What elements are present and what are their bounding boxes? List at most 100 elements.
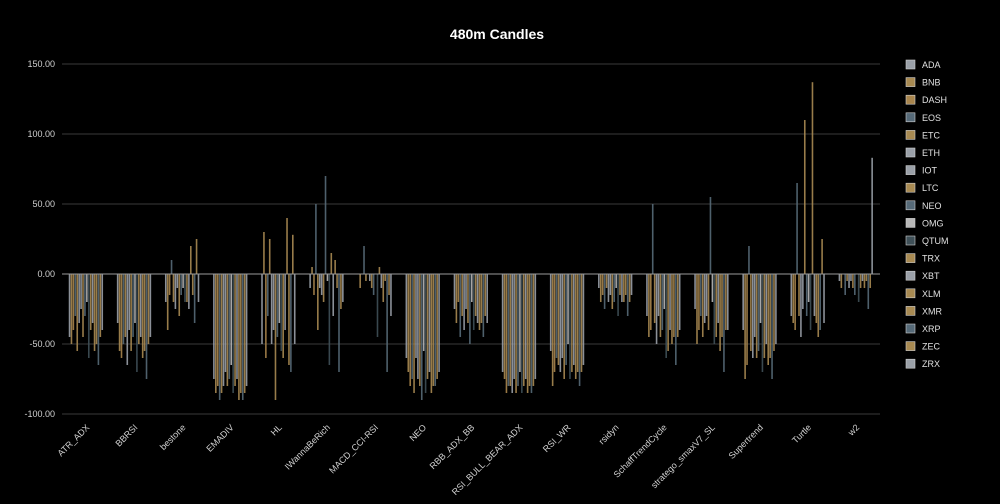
bar-xlm-5	[334, 260, 336, 274]
bar-eth-4	[270, 274, 273, 344]
bar-ltc-0	[82, 274, 84, 337]
legend-item-xmr[interactable]: XMR	[905, 306, 943, 316]
legend-swatch	[905, 323, 916, 334]
bar-trx-7	[426, 274, 429, 379]
bar-xmr-11	[624, 274, 627, 295]
bar-xbt-10	[573, 274, 575, 365]
bar-xrp-7	[434, 274, 437, 386]
bar-bnb-6	[359, 274, 361, 288]
bar-zrx-14	[775, 274, 777, 344]
legend-swatch	[905, 200, 916, 211]
bar-zrx-16	[871, 157, 873, 274]
bar-ada-14	[742, 274, 744, 330]
legend-item-xlm[interactable]: XLM	[905, 288, 941, 299]
bar-zec-5	[340, 274, 342, 309]
legend-item-omg[interactable]: OMG	[905, 218, 944, 228]
bar-xlm-1	[141, 274, 144, 358]
bar-xmr-6	[384, 274, 386, 281]
bar-eth-12	[655, 274, 658, 344]
legend-item-eth[interactable]: ETH	[905, 147, 940, 158]
bar-ltc-7	[419, 274, 421, 386]
bar-xlm-13	[719, 274, 721, 351]
legend-item-zec[interactable]: ZEC	[905, 341, 941, 352]
bar-bnb-10	[551, 274, 554, 386]
bar-bnb-1	[118, 274, 121, 351]
bar-xlm-3	[238, 274, 240, 400]
bar-xbt-13	[717, 274, 719, 323]
bar-zrx-2	[197, 274, 200, 302]
bar-trx-2	[186, 274, 188, 302]
legend-item-dash[interactable]: DASH	[905, 94, 947, 105]
bar-neo-3	[228, 274, 231, 379]
bar-zec-16	[869, 274, 872, 288]
legend-swatch	[905, 77, 916, 87]
x-tick-label: BBRSI	[113, 422, 139, 448]
legend-item-etc[interactable]: ETC	[905, 130, 941, 140]
bar-iot-7	[417, 274, 419, 379]
bar-eos-8	[459, 274, 462, 337]
legend-label: XMR	[922, 306, 943, 316]
bar-eos-10	[555, 274, 558, 358]
bar-xmr-16	[865, 274, 868, 281]
bar-zrx-10	[582, 274, 585, 365]
legend-item-ltc[interactable]: LTC	[905, 182, 939, 193]
bar-omg-2	[182, 274, 184, 288]
legend-swatch	[905, 235, 916, 246]
legend-swatch	[905, 147, 916, 158]
legend-item-iot[interactable]: IOT	[905, 165, 938, 176]
bar-qtum-6	[376, 274, 379, 337]
legend-item-xbt[interactable]: XBT	[905, 270, 940, 281]
bar-neo-8	[469, 274, 471, 344]
bar-dash-8	[457, 274, 460, 302]
bar-xbt-16	[861, 274, 864, 281]
bar-iot-0	[80, 274, 82, 309]
bar-neo-2	[180, 274, 182, 295]
bar-neo-1	[132, 274, 134, 337]
legend-item-bnb[interactable]: BNB	[905, 77, 941, 88]
bar-omg-13	[711, 274, 714, 302]
bar-xbt-7	[428, 274, 431, 372]
legend-swatch	[905, 218, 916, 228]
legend-label: IOT	[922, 166, 938, 176]
x-tick-label: HL	[269, 422, 284, 437]
bar-dash-10	[553, 274, 556, 372]
bar-iot-14	[753, 274, 756, 337]
legend-item-ada[interactable]: ADA	[905, 59, 941, 70]
bar-etc-4	[268, 239, 271, 274]
legend-swatch	[905, 306, 916, 316]
bar-trx-6	[378, 267, 381, 274]
bar-eos-1	[122, 274, 125, 344]
bar-etc-5	[317, 274, 319, 330]
bar-ltc-15	[803, 120, 806, 274]
y-tick-label: -50.00	[29, 339, 55, 349]
bar-omg-10	[567, 274, 569, 344]
bar-eos-15	[796, 183, 798, 274]
bar-xmr-4	[288, 274, 290, 365]
legend-item-qtum[interactable]: QTUM	[905, 235, 949, 246]
bar-zec-10	[580, 274, 583, 372]
bar-etc-0	[76, 274, 79, 351]
x-tick-label: rsidyn	[597, 422, 621, 446]
legend-item-trx[interactable]: TRX	[905, 253, 940, 264]
bar-eos-9	[507, 274, 510, 386]
bar-etc-14	[750, 274, 752, 351]
legend-item-eos[interactable]: EOS	[905, 112, 941, 123]
legend-item-neo[interactable]: NEO	[905, 200, 942, 211]
bar-eth-1	[126, 274, 129, 365]
bar-xbt-2	[188, 274, 190, 309]
bar-xmr-9	[528, 274, 531, 386]
bar-dash-4	[265, 274, 267, 358]
legend-label: XLM	[922, 289, 941, 299]
bar-iot-5	[320, 274, 323, 295]
bar-zrx-13	[726, 274, 729, 330]
bar-zrx-9	[534, 274, 537, 379]
bar-eth-7	[415, 274, 417, 358]
bar-xbt-8	[476, 274, 479, 323]
legend-item-xrp[interactable]: XRP	[905, 323, 941, 334]
legend-label: OMG	[922, 218, 944, 228]
bar-xmr-3	[240, 274, 242, 393]
bar-omg-14	[759, 274, 762, 323]
bar-eos-11	[603, 274, 606, 309]
legend-item-zrx[interactable]: ZRX	[905, 358, 940, 369]
bar-neo-15	[805, 274, 808, 316]
